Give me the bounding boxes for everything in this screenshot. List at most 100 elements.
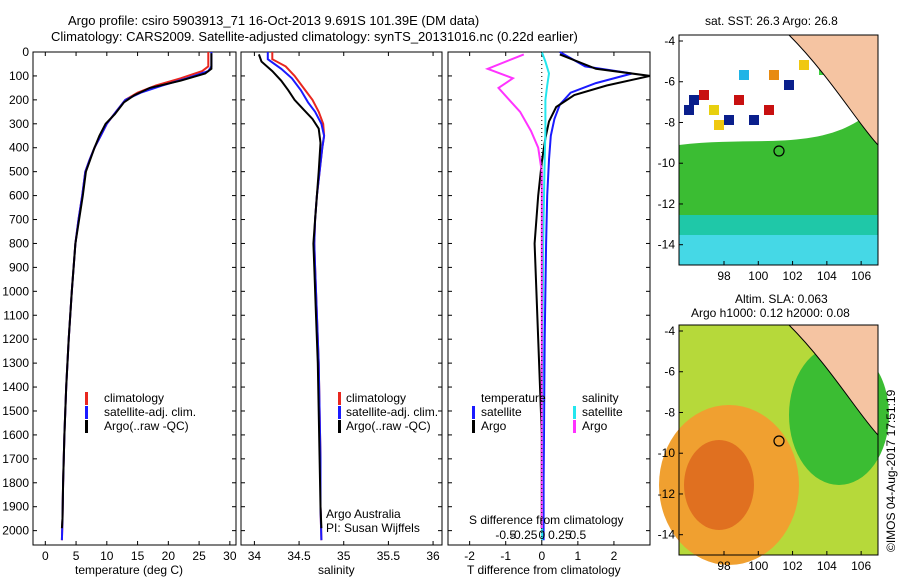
map-xtick-label: 98 [717,559,731,573]
y-tick-label: 1700 [2,452,29,466]
legend-satellite-s: satellite-adj. clim. [346,405,439,419]
y-tick-label: 300 [9,117,29,131]
legend-swatch-climatology [338,392,341,405]
y-tick-label: 500 [9,165,29,179]
y-tick-label: 1800 [2,476,29,490]
x-tick-label: 15 [131,549,145,563]
sst-cell [799,60,809,70]
legend-swatch-argo [573,420,576,433]
map-ytick-label: -6 [664,75,675,89]
panel-frame-0 [32,51,237,546]
y-tick-label: 900 [9,260,29,274]
legend-swatch-argo [472,420,475,433]
legend-climatology: climatology [104,391,165,405]
sdiff-xlabel: S difference from climatology [469,513,624,527]
sst-cell [714,120,724,130]
y-tick-label: 1600 [2,428,29,442]
map-xtick-label: 100 [748,269,768,283]
x-tick-label: 36 [426,549,440,563]
sst-cell [689,95,699,105]
sst-cell [749,115,759,125]
y-tick-label: 1400 [2,380,29,394]
sst-cell [699,90,709,100]
title-line-2: Climatology: CARS2009. Satellite-adjuste… [51,29,578,44]
y-tick-label: 1900 [2,500,29,514]
map-xtick-label: 104 [817,559,837,573]
x-tick-label: 34 [248,549,262,563]
legend-salinity-header: salinity [582,391,619,405]
legend-swatch-satellite [338,406,341,419]
panel-frame-1 [240,51,443,546]
y-tick-label: 0 [22,45,29,59]
x-tick-label: 35 [337,549,351,563]
y-tick-label: 200 [9,93,29,107]
legend-swatch-argo [85,420,88,433]
map-xtick-label: 106 [851,559,871,573]
legend-temp-argo: Argo [481,419,507,433]
legend-swatch-argo [338,420,341,433]
series-argorawqc [257,54,323,529]
x-tick-label: 5 [73,549,80,563]
panel-frame-2 [447,51,651,546]
legend-swatch-climatology [85,392,88,405]
map-frame [678,324,879,556]
legend-swatch-satellite [472,406,475,419]
x-tick-label: 25 [192,549,206,563]
x-tick-label: -2 [464,549,475,563]
top-tick-label: -0.5 [495,528,516,542]
map-2: -4 -6 -8 -10 -12 -14 98 100 102 104 106 [658,324,889,573]
top-tick-label: -0.25 [510,528,538,542]
imos-credit: ©IMOS 04-Aug-2017 17:51:19 [884,389,898,552]
warm-anomaly [684,440,754,530]
series-satellite [542,51,633,541]
y-tick-label: 800 [9,236,29,250]
map2-title-2: Argo h1000: 0.12 h2000: 0.08 [691,306,850,320]
map1-title: sat. SST: 26.3 Argo: 26.8 [705,14,838,28]
x-tick-label: 0 [538,549,545,563]
sst-cell [734,95,744,105]
sst-cell [709,105,719,115]
x-tick-label: 34.5 [287,549,311,563]
sst-cell [784,80,794,90]
map-ytick-label: -10 [658,156,676,170]
top-tick-label: 0.5 [570,528,587,542]
sst-cell [769,70,779,80]
sst-cell [684,105,694,115]
y-tick-label: 1000 [2,284,29,298]
legend-temp-satellite: satellite [481,405,522,419]
y-tick-label: 2000 [2,524,29,538]
map-xtick-label: 106 [851,269,871,283]
x-tick-label: 35.5 [377,549,401,563]
map-ytick-label: -14 [658,238,676,252]
top-tick-label: 0 [538,528,545,542]
map-xtick-label: 104 [817,269,837,283]
map-xtick-label: 102 [783,269,803,283]
series-argo [484,53,543,529]
tdiff-xlabel: T difference from climatology [467,563,621,577]
x-tick-label: 20 [162,549,176,563]
map-xtick-label: 98 [717,269,731,283]
x-tick-label: 30 [223,549,237,563]
map-ytick-label: -4 [664,324,675,338]
map-ytick-label: -12 [658,487,676,501]
x-tick-label: 2 [611,549,618,563]
x-tick-label: 1 [575,549,582,563]
legend-satellite: satellite-adj. clim. [104,405,197,419]
legend-swatch-satellite [573,406,576,419]
x-tick-label: -1 [500,549,511,563]
map-ytick-label: -8 [664,115,675,129]
top-tick-label: 0.25 [548,528,572,542]
temperature-xlabel: temperature (deg C) [75,563,184,577]
legend-temperature-header: temperature [481,391,546,405]
sst-cell [739,70,749,80]
argo-position-marker [773,435,785,447]
legend-sal-satellite: satellite [582,405,623,419]
title-line-1: Argo profile: csiro 5903913_71 16-Oct-20… [68,13,480,28]
map-ytick-label: -4 [664,34,675,48]
annotation-pi: PI: Susan Wijffels [326,521,420,535]
series-argorawqc [60,53,213,529]
map-xtick-label: 100 [748,559,768,573]
series-argo [533,53,651,529]
argo-position-marker [773,145,785,157]
